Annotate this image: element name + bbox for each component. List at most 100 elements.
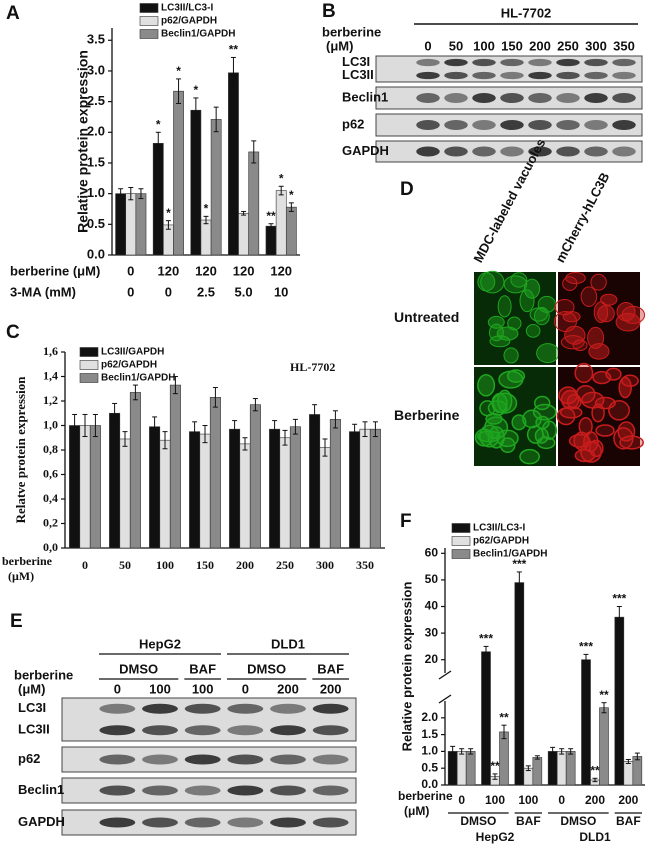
bar — [359, 428, 371, 549]
cell — [562, 276, 578, 291]
error-bar — [568, 748, 574, 755]
error-bar — [92, 413, 98, 438]
axis-break — [438, 694, 452, 704]
error-bar — [550, 746, 556, 756]
legend-swatch — [79, 360, 99, 370]
y-tick-label: 0.0 — [421, 777, 438, 791]
bar — [69, 425, 81, 549]
legend-label: p62/GAPDH — [473, 536, 529, 547]
chart-panel: 0.0 0.5 1.0 1.5 2.0 2.5 3.0 3.5 Relative protein… — [10, 3, 300, 299]
error-bar — [352, 423, 358, 440]
band — [227, 817, 264, 828]
legend-label: Beclin1/GAPDH — [161, 29, 235, 40]
band — [500, 146, 524, 157]
bar — [556, 751, 567, 786]
x-tick-label: 50 — [119, 558, 131, 572]
band — [612, 71, 636, 80]
group-label: BAF — [317, 661, 344, 676]
cell — [595, 424, 615, 437]
dose-label: 300 — [585, 38, 607, 53]
x-axis-label: berberine (μM) — [10, 263, 100, 278]
bar — [623, 761, 634, 786]
dose-label: 0 — [114, 681, 121, 696]
error-bar — [450, 745, 456, 757]
error-bar — [534, 755, 540, 760]
x-tick-label: 5.0 — [235, 284, 253, 299]
strip-label: GAPDH — [342, 143, 389, 158]
dose-label: 0 — [424, 38, 431, 53]
band — [500, 71, 524, 80]
cell — [487, 315, 505, 329]
band — [270, 817, 306, 828]
band — [584, 120, 608, 130]
error-bar — [634, 752, 640, 761]
y-axis-label: Relatve protein expression — [13, 376, 28, 524]
error-bar — [492, 773, 498, 780]
group-label: DLD1 — [579, 830, 611, 844]
column-label: mCherry-hLC3B — [552, 170, 612, 265]
group-label: DMSO — [119, 661, 158, 676]
error-bar — [138, 188, 144, 200]
dose-label: 50 — [449, 38, 463, 53]
group-label: BAF — [516, 814, 541, 828]
y-tick-label: 60 — [425, 545, 439, 559]
error-bar — [251, 140, 257, 164]
band — [500, 58, 524, 67]
y-axis-label: Relative protein expression — [75, 50, 91, 233]
significance-label: * — [279, 171, 284, 185]
cell — [510, 272, 528, 288]
y-tick-label: 2.0 — [87, 124, 105, 139]
band — [556, 58, 580, 67]
bar — [599, 707, 609, 786]
chart-panel: 0.0 0.5 1.0 1.5 2.0 20 30 40 50 60 Relative protei… — [398, 523, 645, 844]
band — [312, 785, 349, 796]
error-bar — [583, 653, 589, 666]
bar — [269, 428, 281, 549]
bar — [152, 143, 164, 256]
error-bar — [202, 425, 208, 444]
cell — [523, 278, 541, 299]
legend-swatch — [451, 549, 471, 559]
bar — [632, 756, 643, 786]
x-tick-label: 0 — [458, 793, 465, 807]
error-bar — [213, 106, 219, 133]
x-tick-label: 120 — [233, 263, 255, 278]
error-bar — [192, 421, 198, 442]
significance-label: ** — [599, 688, 609, 702]
bar — [169, 384, 181, 549]
group-label: DMSO — [460, 814, 496, 828]
x-tick-label: 120 — [270, 263, 292, 278]
bar — [229, 428, 241, 549]
panel-letter: B — [322, 1, 336, 22]
bar — [279, 437, 291, 549]
significance-label: ** — [229, 43, 239, 57]
cell — [600, 293, 618, 306]
band — [99, 754, 136, 765]
y-tick-label: 1.5 — [87, 154, 105, 169]
micrograph-panel: MDC-labeled vacuoles mCherry-hLC3BUntreat… — [394, 136, 646, 466]
cell — [574, 362, 594, 384]
bar — [329, 419, 341, 549]
error-bar — [128, 187, 134, 201]
group-label: DLD1 — [271, 636, 305, 651]
cell — [479, 424, 500, 448]
band — [444, 93, 468, 103]
band — [416, 146, 440, 157]
error-bar — [592, 777, 598, 783]
strip-label: LC3I — [18, 700, 46, 715]
group-label: DMSO — [560, 814, 596, 828]
legend-label: LC3II/GAPDH — [101, 347, 164, 358]
y-tick-label: 1,2 — [43, 393, 58, 407]
band — [416, 71, 440, 80]
x-tick-label: 200 — [585, 793, 605, 807]
error-bar — [172, 376, 178, 395]
x-tick-label: 300 — [316, 558, 334, 572]
x-tick-label: 350 — [356, 558, 374, 572]
bar — [289, 426, 301, 549]
dose-label: 200 — [277, 681, 299, 696]
band — [312, 817, 349, 828]
error-bar — [312, 404, 318, 425]
bar — [119, 438, 131, 549]
y-tick-label: 2.0 — [421, 710, 438, 724]
bar — [210, 119, 222, 256]
